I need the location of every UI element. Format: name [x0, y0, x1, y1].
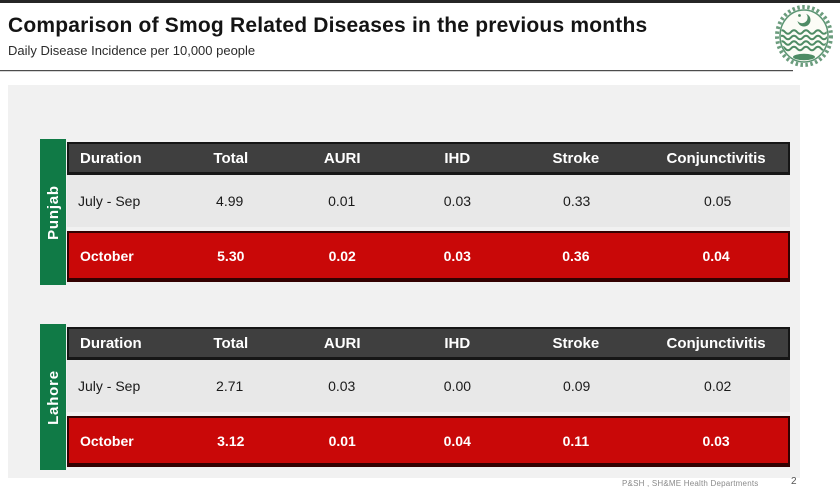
punjab-government-logo-icon: [775, 5, 833, 67]
col-header-total: Total: [213, 334, 249, 352]
table-cell: 2.71: [216, 378, 244, 394]
table-cell: July - Sep: [78, 193, 141, 209]
col-header-duration: Duration: [80, 334, 142, 352]
col-header-duration: Duration: [80, 149, 142, 167]
header-divider: [0, 70, 793, 72]
top-border-line: [0, 0, 840, 3]
region-label-punjab: Punjab: [40, 139, 66, 285]
footer-credits: P&SH , SH&ME Health Departments: [622, 479, 759, 488]
col-header-stroke: Stroke: [552, 334, 600, 352]
table-cell: 0.11: [562, 432, 590, 449]
table-cell: 0.36: [562, 247, 590, 264]
col-header-auri: AURI: [323, 149, 361, 167]
table-cell: 0.03: [443, 193, 472, 209]
table-cell: 0.33: [563, 193, 591, 209]
table-cell: 0.03: [328, 378, 356, 394]
col-header-total: Total: [213, 149, 249, 167]
table-row-october: October 5.30 0.02 0.03 0.36 0.04: [67, 231, 790, 282]
table-row-july-sep: July - Sep 4.99 0.01 0.03 0.33 0.05: [67, 175, 790, 227]
region-label-text: Lahore: [44, 369, 62, 425]
table-cell: October: [80, 247, 134, 264]
table-cell: 0.01: [328, 193, 356, 209]
table-cell: 3.12: [217, 432, 245, 449]
table-cell: 0.03: [702, 432, 730, 449]
table-cell: 0.05: [704, 193, 732, 209]
table-cell: 0.04: [443, 432, 471, 449]
col-header-conjunctivitis: Conjunctivitis: [666, 334, 766, 352]
table-punjab: Duration Total AURI IHD Stroke Conjuncti…: [67, 142, 790, 282]
col-header-conjunctivitis: Conjunctivitis: [666, 149, 766, 167]
page-number: 2: [791, 476, 797, 487]
table-cell: 4.99: [216, 193, 244, 209]
table-cell: 0.04: [702, 247, 730, 264]
table-cell: 0.03: [443, 247, 471, 264]
table-cell: October: [80, 432, 134, 449]
table-cell: 0.02: [328, 247, 356, 264]
table-cell: 5.30: [217, 247, 245, 264]
table-header-row: Duration Total AURI IHD Stroke Conjuncti…: [67, 142, 790, 175]
table-header-row: Duration Total AURI IHD Stroke Conjuncti…: [67, 327, 790, 360]
table-lahore: Duration Total AURI IHD Stroke Conjuncti…: [67, 327, 790, 467]
region-label-lahore: Lahore: [40, 324, 66, 470]
table-cell: July - Sep: [78, 378, 141, 394]
col-header-auri: AURI: [323, 334, 361, 352]
col-header-stroke: Stroke: [552, 149, 600, 167]
region-label-text: Punjab: [44, 184, 62, 240]
table-row-october: October 3.12 0.01 0.04 0.11 0.03: [67, 416, 790, 467]
col-header-ihd: IHD: [444, 334, 471, 352]
table-cell: 0.00: [443, 378, 472, 394]
table-cell: 0.01: [328, 432, 356, 449]
col-header-ihd: IHD: [444, 149, 471, 167]
table-cell: 0.09: [563, 378, 591, 394]
page-subtitle: Daily Disease Incidence per 10,000 peopl…: [8, 43, 256, 58]
table-cell: 0.02: [704, 378, 732, 394]
page-title: Comparison of Smog Related Diseases in t…: [8, 14, 648, 37]
table-row-july-sep: July - Sep 2.71 0.03 0.00 0.09 0.02: [67, 360, 790, 412]
